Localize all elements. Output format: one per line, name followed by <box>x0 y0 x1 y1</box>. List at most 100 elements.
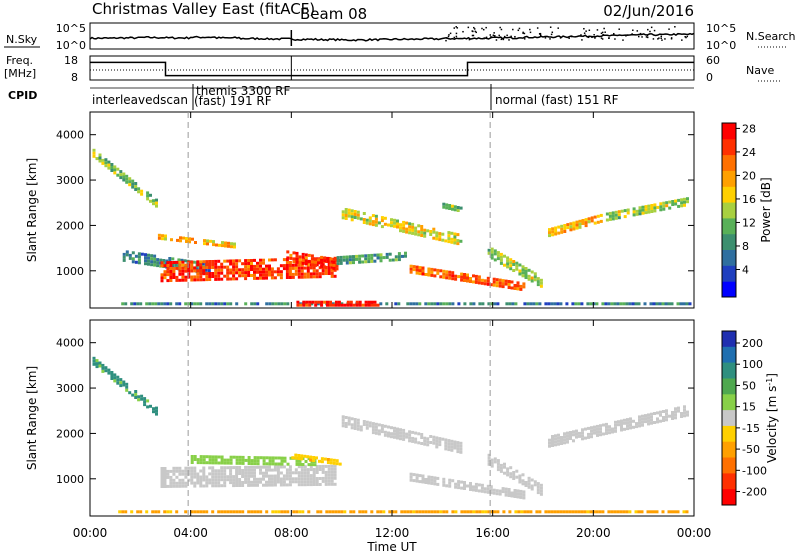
colorbar-segment <box>722 331 736 348</box>
velocity-cell <box>232 484 236 488</box>
power-cell <box>250 265 253 268</box>
velocity-cell <box>250 480 253 484</box>
power-cell <box>405 227 409 231</box>
velocity-cell <box>288 483 292 487</box>
power-cell <box>404 251 407 255</box>
noise-search-point <box>670 38 673 40</box>
power-cell <box>153 257 157 261</box>
velocity-cell <box>469 482 472 485</box>
velocity-cell <box>285 483 289 487</box>
power-cell <box>308 300 312 304</box>
power-cell <box>326 303 329 307</box>
velocity-cell <box>480 486 484 490</box>
power-cell <box>332 303 335 307</box>
power-cell <box>157 233 161 237</box>
velocity-cell <box>250 471 253 475</box>
velocity-cell <box>665 412 668 416</box>
velocity-cell <box>217 510 221 514</box>
power-cell <box>204 268 208 272</box>
velocity-cell <box>327 464 331 468</box>
power-cell <box>220 277 224 281</box>
velocity-cell <box>145 510 149 514</box>
velocity-cell <box>602 423 605 427</box>
velocity-cell <box>295 459 299 463</box>
velocity-cell <box>235 475 239 478</box>
velocity-cell <box>486 484 490 488</box>
velocity-cell <box>344 416 348 419</box>
power-cell <box>184 266 188 270</box>
power-cell <box>683 200 686 204</box>
velocity-cell <box>256 456 260 460</box>
power-cell <box>641 208 645 212</box>
power-cell <box>172 273 176 276</box>
velocity-cell <box>426 443 430 447</box>
power-cell <box>214 268 218 272</box>
power-cell <box>190 302 194 306</box>
velocity-cell <box>427 481 431 485</box>
velocity-cell <box>253 474 256 478</box>
velocity-cell <box>301 463 305 466</box>
noise-search-point <box>474 30 477 33</box>
power-cell <box>323 256 327 260</box>
velocity-cell <box>448 481 452 485</box>
velocity-cell <box>469 488 472 491</box>
y-tick-label: 2000 <box>56 427 84 440</box>
velocity-cell <box>110 371 114 374</box>
velocity-cell <box>330 464 334 468</box>
power-cell <box>181 278 185 282</box>
velocity-cell <box>294 453 298 457</box>
freq-label-line1: Freq. <box>6 54 33 67</box>
velocity-cell <box>315 480 319 483</box>
power-cell <box>304 253 308 257</box>
power-cell <box>125 250 129 254</box>
power-cell <box>113 168 117 172</box>
power-cell <box>172 270 176 273</box>
velocity-cell <box>238 461 242 465</box>
velocity-cell <box>309 474 313 478</box>
power-cell <box>175 275 179 279</box>
power-cell <box>340 303 344 307</box>
power-cell <box>259 267 262 271</box>
velocity-cell <box>220 455 224 459</box>
velocity-cell <box>205 484 209 488</box>
power-cell <box>244 277 248 281</box>
noise-search-point <box>660 35 663 38</box>
power-cell <box>650 210 654 213</box>
velocity-cell <box>223 472 227 476</box>
velocity-cell <box>294 477 298 481</box>
velocity-cell <box>641 417 644 421</box>
power-cell <box>480 278 484 282</box>
power-cell <box>418 302 422 306</box>
power-cell <box>448 207 452 210</box>
velocity-cell <box>526 510 530 514</box>
power-cell <box>232 274 236 278</box>
power-cell <box>137 190 141 194</box>
velocity-cell <box>247 510 251 514</box>
power-cell <box>590 219 594 223</box>
velocity-cell <box>647 422 650 426</box>
power-cell <box>507 283 511 286</box>
velocity-cell <box>438 440 442 444</box>
power-cell <box>408 228 412 232</box>
power-cell <box>297 275 301 279</box>
velocity-cell <box>244 458 248 462</box>
velocity-cell <box>220 472 224 476</box>
velocity-cell <box>223 469 227 473</box>
power-cell <box>155 198 158 202</box>
velocity-cell <box>371 428 375 432</box>
power-cell <box>581 219 585 222</box>
x-tick-label: 00:00 <box>677 526 712 540</box>
power-cell <box>625 302 629 306</box>
power-cell <box>211 266 215 269</box>
velocity-colorbar-label: -200 <box>742 486 767 499</box>
velocity-cell <box>496 510 500 514</box>
velocity-cell <box>439 510 443 514</box>
power-cell <box>235 262 239 266</box>
power-cell <box>285 261 289 264</box>
velocity-cell <box>280 459 284 463</box>
power-cell <box>411 231 415 235</box>
velocity-cell <box>116 381 120 385</box>
power-cell <box>524 276 528 279</box>
velocity-cell <box>98 361 102 365</box>
velocity-cell <box>273 468 277 472</box>
